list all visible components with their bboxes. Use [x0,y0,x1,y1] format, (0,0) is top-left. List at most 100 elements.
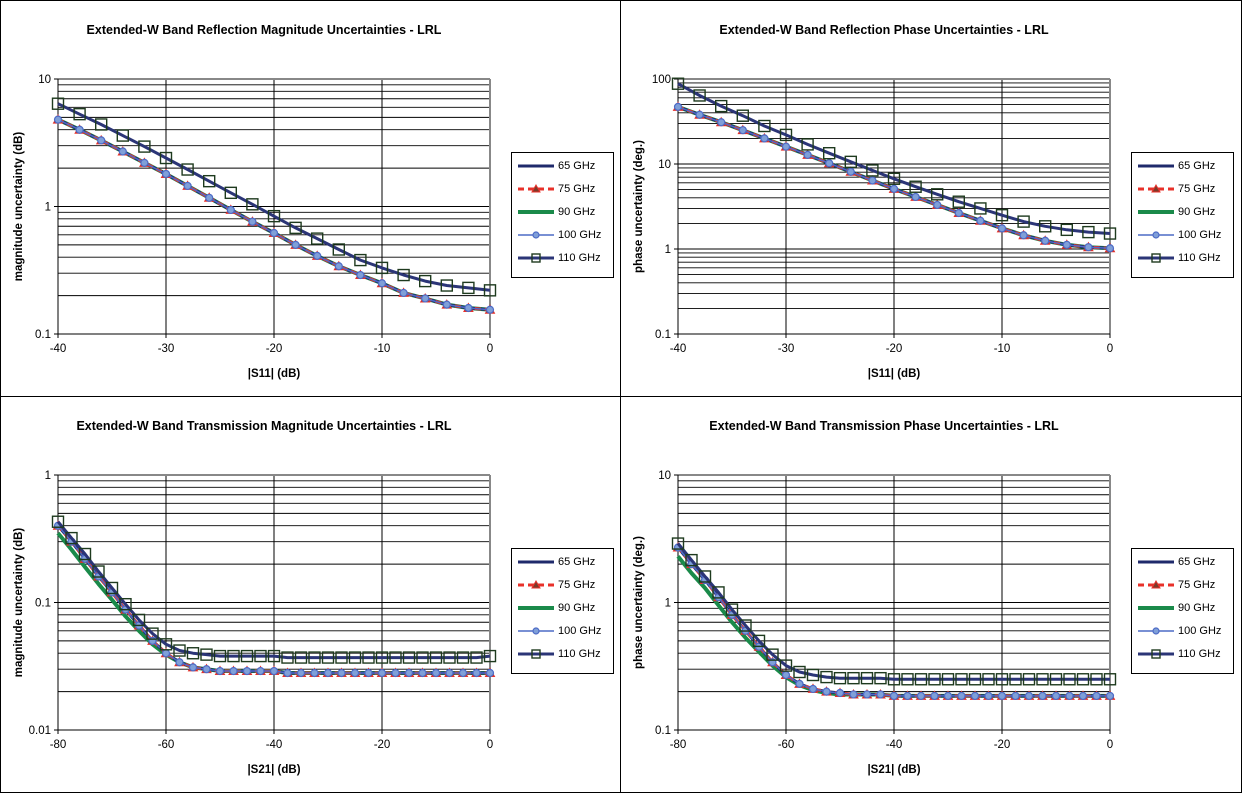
data-point-100ghz [377,668,387,678]
legend-label: 65 GHz [558,160,596,172]
gridlines [677,79,1111,335]
legend-entry: 90 GHz [516,599,609,622]
data-point-100ghz [118,147,127,156]
data-point-110ghz [931,188,944,201]
legend-label: 90 GHz [1178,602,1216,614]
data-point-110ghz [419,274,432,288]
chart-svg: Extended-W Band Reflection Phase Uncerta… [633,23,1117,380]
legend-entry: 90 GHz [1136,203,1229,226]
x-tick-label: -40 [886,739,903,751]
data-point-110ghz [752,634,766,648]
legend-label: 65 GHz [558,556,596,568]
data-point-100ghz [1065,691,1074,701]
data-point-100ghz [795,679,804,688]
data-point-110ghz [246,198,259,211]
data-point-100ghz [399,288,408,298]
x-tick-label: -10 [994,343,1011,355]
data-point-100ghz [445,668,454,678]
data-point-110ghz [94,118,108,131]
data-point-110ghz [1103,673,1117,686]
legend-label: 110 GHz [1178,648,1221,660]
legend-swatch [518,606,554,610]
data-point-110ghz [321,651,335,664]
chart-title: Extended-W Band Reflection Magnitude Unc… [87,23,442,37]
legend-swatch [518,210,554,214]
data-point-100ghz [283,668,292,678]
legend-entry: 100 GHz [516,622,609,645]
data-point-110ghz [311,232,324,245]
legend-label: 110 GHz [558,648,601,660]
legend-swatch [518,183,554,193]
data-point-100ghz [822,687,831,696]
data-point-110ghz [955,673,968,686]
legend-label: 90 GHz [1178,206,1216,218]
data-point-100ghz [215,666,225,676]
data-point-100ghz [1019,231,1028,240]
legend-marker [532,231,540,239]
data-point-100ghz [310,668,319,678]
data-point-110ghz [240,649,254,663]
x-axis-label: |S21| (dB) [247,764,300,776]
data-point-110ghz [440,279,453,292]
legend-marker [1151,183,1161,193]
legend-entry: 65 GHz [1136,157,1229,180]
data-point-110ghz [429,651,443,664]
data-point-110ghz [78,547,92,561]
y-tick-label: 10 [658,159,671,171]
data-point-100ghz [954,208,963,218]
data-point-100ghz [431,668,441,678]
series-line-110ghz [57,102,491,292]
data-point-110ghz [105,581,119,595]
legend-entry: 110 GHz [1136,249,1229,272]
data-point-100ghz [760,134,769,143]
data-point-110ghz [698,570,712,583]
legend-swatch [1138,560,1174,564]
data-point-110ghz [974,202,987,215]
data-point-100ghz [781,670,791,680]
data-point-100ghz [205,193,214,202]
data-point-110ghz [362,651,375,664]
data-point-110ghz [1090,673,1103,686]
data-point-100ghz [825,159,834,168]
x-axis-label: |S21| (dB) [867,764,920,776]
x-tick-label: 0 [1107,343,1113,355]
data-point-110ghz [281,651,294,664]
data-point-100ghz [1051,691,1061,701]
legend-label: 75 GHz [558,579,596,591]
data-point-100ghz [175,658,184,667]
x-tick-label: -40 [50,343,67,355]
x-tick-label: -60 [778,739,795,751]
legend-entry: 75 GHz [1136,180,1229,203]
data-point-110ghz [801,138,814,151]
x-tick-label: -80 [670,739,687,751]
data-point-100ghz [364,668,373,678]
data-point-110ghz [332,243,345,256]
data-point-100ghz [717,118,726,127]
legend-swatch [518,560,554,564]
data-point-110ghz [116,129,130,142]
x-tick-label: -20 [994,739,1011,751]
legend-entry: 100 GHz [1136,622,1229,645]
data-point-100ghz [862,690,872,699]
data-point-100ghz [916,691,926,701]
data-point-100ghz [229,666,238,676]
data-point-110ghz [146,627,159,640]
data-point-100ghz [464,303,473,313]
data-point-100ghz [911,192,920,202]
data-point-110ghz [1063,673,1076,686]
data-point-110ghz [1103,227,1117,240]
legend-marker [1151,649,1161,659]
chart-title: Extended-W Band Transmission Phase Uncer… [709,419,1059,433]
legend-marker [532,627,540,635]
data-point-110ghz [354,253,367,267]
y-axis-label: magnitude uncertainty (dB) [13,528,25,678]
data-point-100ghz [485,305,495,314]
data-point-110ghz [375,261,389,275]
legend-swatch [518,627,554,635]
legend-label: 110 GHz [1178,252,1221,264]
y-tick-label: 10 [38,74,51,86]
legend-entry: 110 GHz [516,645,609,668]
data-point-110ghz [51,515,65,528]
legend-marker [1151,579,1161,589]
data-point-110ghz [779,659,793,672]
